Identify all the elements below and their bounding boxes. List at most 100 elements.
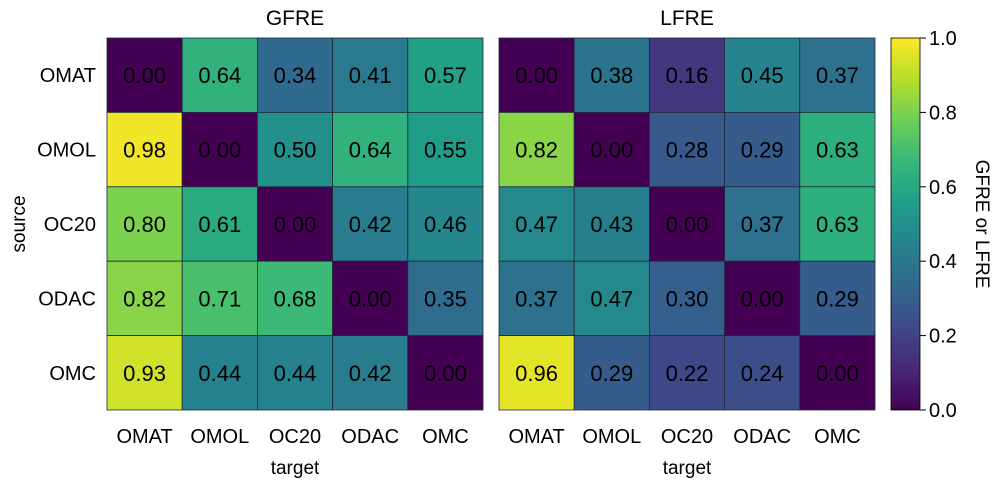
x-tick-label: OMAT [508, 426, 564, 448]
x-tick-label: OMAT [116, 426, 172, 448]
heatmap-cell [724, 186, 801, 262]
y-axis-label: source [9, 195, 30, 252]
heatmap-cell [573, 335, 650, 411]
cell-value-label: 0.45 [741, 63, 784, 88]
panel-title-lfre: LFRE [660, 7, 714, 30]
colorbar-tick-label: 0.6 [929, 177, 957, 199]
cell-value-label: 0.46 [424, 212, 467, 237]
cell-value-label: 0.63 [816, 138, 859, 163]
x-tick-label: ODAC [341, 426, 399, 448]
heatmap-cell [181, 37, 258, 113]
cell-value-label: 0.68 [274, 286, 317, 311]
heatmap-cell [498, 112, 575, 188]
x-tick-label: OMOL [190, 426, 249, 448]
cell-value-label: 0.38 [590, 63, 633, 88]
cell-value-label: 0.37 [515, 286, 558, 311]
heatmap-cell [724, 335, 801, 411]
heatmap-cell [106, 112, 183, 188]
heatmap-cell [181, 335, 258, 411]
cell-value-label: 0.29 [590, 361, 633, 386]
cell-value-label: 0.00 [590, 138, 633, 163]
heatmap-cell [724, 37, 801, 113]
cell-value-label: 0.71 [198, 286, 241, 311]
y-tick-label: ODAC [38, 288, 96, 310]
heatmap-cell [256, 260, 333, 337]
cell-value-label: 0.47 [590, 286, 633, 311]
cell-value-label: 0.00 [816, 361, 859, 386]
cell-value-label: 0.35 [424, 286, 467, 311]
cell-value-label: 0.57 [424, 63, 467, 88]
cell-value-label: 0.00 [515, 63, 558, 88]
cell-value-label: 0.16 [666, 63, 709, 88]
cell-value-label: 0.96 [515, 361, 558, 386]
cell-value-label: 0.28 [666, 138, 709, 163]
heatmap-cell [332, 186, 409, 262]
cell-value-label: 0.42 [349, 361, 392, 386]
heatmap-cell [407, 186, 484, 262]
heatmap-cell [799, 335, 876, 411]
cell-value-label: 0.64 [349, 138, 392, 163]
cell-value-label: 0.00 [274, 212, 317, 237]
cell-value-label: 0.98 [123, 138, 166, 163]
heatmap-cell [498, 186, 575, 262]
cell-value-label: 0.00 [123, 63, 166, 88]
heatmap-cell [106, 37, 183, 113]
x-tick-label: ODAC [733, 426, 791, 448]
heatmap-cell [573, 37, 650, 113]
heatmap-cell [332, 260, 409, 337]
heatmap-cell [181, 186, 258, 262]
heatmap-cell [256, 112, 333, 188]
y-tick-label: OC20 [44, 214, 96, 236]
heatmap-cell [649, 186, 726, 262]
colorbar-tick-label: 0.4 [929, 251, 957, 273]
heatmap-cell [407, 260, 484, 337]
cell-value-label: 0.82 [123, 286, 166, 311]
colorbar [890, 37, 921, 411]
colorbar-tick-label: 0.8 [929, 102, 957, 124]
heatmap-cell [332, 37, 409, 113]
heatmap-cell [106, 335, 183, 411]
cell-value-label: 0.44 [198, 361, 241, 386]
y-tick-label: OMOL [37, 140, 96, 162]
cell-value-label: 0.00 [741, 286, 784, 311]
heatmap-cell [799, 37, 876, 113]
colorbar-label: GFRE or LFRE [971, 160, 992, 289]
cell-value-label: 0.47 [515, 212, 558, 237]
cell-value-label: 0.00 [349, 286, 392, 311]
cell-value-label: 0.00 [424, 361, 467, 386]
heatmap-cell [407, 335, 484, 411]
heatmap-cell [649, 37, 726, 113]
x-tick-label: OMC [814, 426, 861, 448]
x-tick-label: OC20 [661, 426, 713, 448]
heatmap-cell [256, 37, 333, 113]
colorbar-tick-label: 0.2 [929, 326, 957, 348]
cell-value-label: 0.43 [590, 212, 633, 237]
cell-value-label: 0.82 [515, 138, 558, 163]
heatmap-cell [407, 37, 484, 113]
heatmap-cell [799, 260, 876, 337]
heatmap-cell [649, 260, 726, 337]
cell-value-label: 0.34 [274, 63, 317, 88]
heatmap-cell [799, 112, 876, 188]
x-axis-label: target [663, 458, 712, 479]
heatmap-cell [106, 260, 183, 337]
heatmap-cell [181, 260, 258, 337]
cell-value-label: 0.93 [123, 361, 166, 386]
heatmap-cell [799, 186, 876, 262]
cell-value-label: 0.29 [816, 286, 859, 311]
cell-value-label: 0.41 [349, 63, 392, 88]
colorbar-tick-label: 0.0 [929, 400, 957, 422]
x-tick-label: OMOL [582, 426, 641, 448]
x-tick-label: OMC [422, 426, 469, 448]
heatmap-cell [573, 186, 650, 262]
y-tick-label: OMC [49, 363, 96, 385]
cell-value-label: 0.00 [198, 138, 241, 163]
cell-value-label: 0.29 [741, 138, 784, 163]
cell-value-label: 0.30 [666, 286, 709, 311]
cell-value-label: 0.24 [741, 361, 784, 386]
heatmap-cell [256, 335, 333, 411]
colorbar-tick-label: 1.0 [929, 28, 957, 50]
cell-value-label: 0.00 [666, 212, 709, 237]
